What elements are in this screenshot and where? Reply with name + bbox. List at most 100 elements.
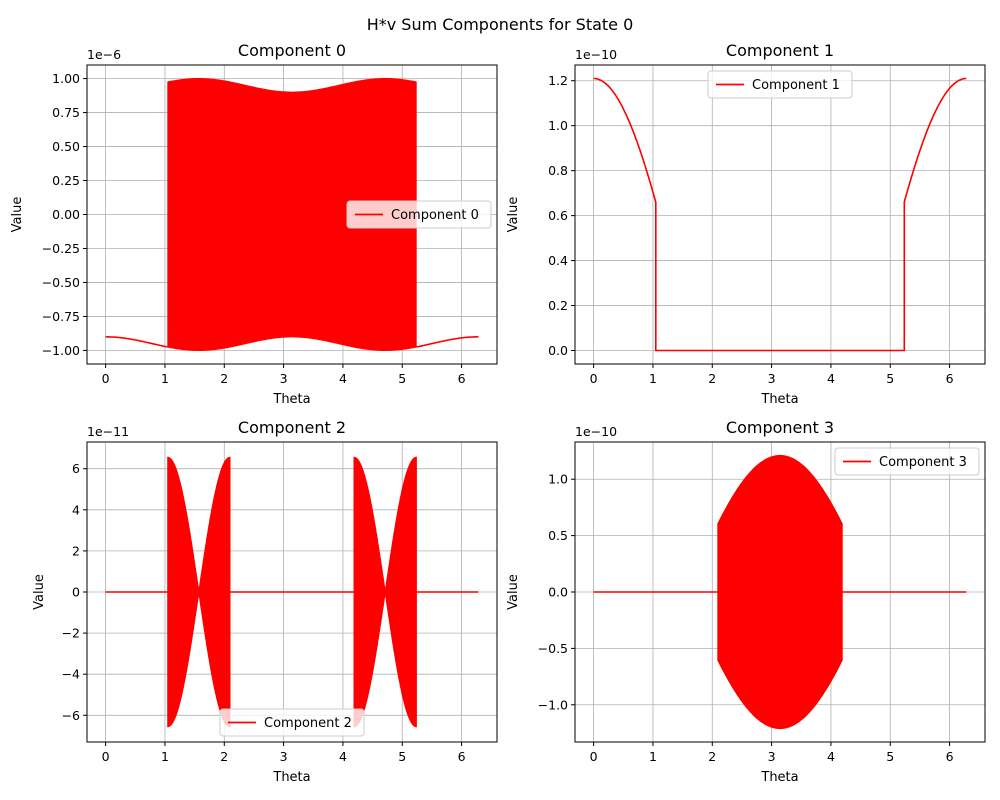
series-line xyxy=(593,77,967,352)
figure-suptitle: H*v Sum Components for State 0 xyxy=(367,15,634,34)
x-tick-label: 1 xyxy=(161,371,169,386)
x-tick-label: 5 xyxy=(398,749,406,764)
grid xyxy=(575,65,985,364)
x-tick-label: 4 xyxy=(827,371,835,386)
subplot-0: 0 1 2 3 4 5 6 −1.00 −0.75 −0.50 −0.25 0.00 0.25 0.50 0… xyxy=(10,41,498,407)
series-line-left xyxy=(105,336,168,348)
x-axis-label: Theta xyxy=(272,770,310,785)
subplot-title: Component 0 xyxy=(238,41,346,60)
y-axis-label: Value xyxy=(506,574,521,610)
x-axis-label: Theta xyxy=(760,392,798,407)
x-tick-label: 5 xyxy=(886,371,894,386)
ticks: 0 1 2 3 4 5 6 −1.0 −0.5 0.0 0.5 1.0 xyxy=(538,472,954,764)
ticks: 0 1 2 3 4 5 6 −1.00 −0.75 −0.50 −0.25 0.00 0.25 0.50 0… xyxy=(42,71,466,386)
y-tick-label: −0.50 xyxy=(42,275,80,290)
x-tick-label: 1 xyxy=(649,371,657,386)
y-tick-label: 1.0 xyxy=(548,118,568,133)
x-tick-label: 0 xyxy=(590,749,598,764)
y-tick-label: −6 xyxy=(62,708,80,723)
x-tick-label: 3 xyxy=(768,371,776,386)
x-tick-label: 3 xyxy=(280,749,288,764)
y-tick-label: −2 xyxy=(62,626,80,641)
x-tick-label: 6 xyxy=(458,749,466,764)
series-oscillation-band-0 xyxy=(717,454,843,730)
x-tick-label: 4 xyxy=(827,749,835,764)
x-tick-label: 0 xyxy=(102,749,110,764)
x-axis-label: Theta xyxy=(760,770,798,785)
y-tick-label: 0.4 xyxy=(548,253,568,268)
subplot-1: 0 1 2 3 4 5 6 0.0 0.2 0.4 0.6 0.8 1.0 1.2 1e−10 Compone… xyxy=(506,41,986,407)
legend-box xyxy=(346,200,492,229)
x-tick-label: 4 xyxy=(339,749,347,764)
x-tick-label: 6 xyxy=(946,749,954,764)
legend-box xyxy=(834,447,980,476)
legend-label: Component 0 xyxy=(391,208,479,223)
y-tick-label: 0.0 xyxy=(548,343,568,358)
y-tick-label: 0.6 xyxy=(548,208,568,223)
y-tick-label: 0.2 xyxy=(548,298,568,313)
x-tick-label: 3 xyxy=(280,371,288,386)
legend: Component 0 xyxy=(346,200,492,229)
x-tick-label: 2 xyxy=(220,749,228,764)
series-line-right xyxy=(416,336,479,348)
y-tick-label: 0.5 xyxy=(548,528,568,543)
y-tick-label: 6 xyxy=(72,461,80,476)
x-tick-label: 0 xyxy=(590,371,598,386)
y-tick-label: 1.00 xyxy=(52,71,80,86)
y-tick-label: 0.25 xyxy=(52,173,80,188)
x-tick-label: 3 xyxy=(768,749,776,764)
legend: Component 3 xyxy=(834,447,980,476)
x-tick-label: 1 xyxy=(649,749,657,764)
plot-area xyxy=(105,456,479,728)
series-oscillation-band-1 xyxy=(353,456,417,728)
y-tick-label: −0.5 xyxy=(538,641,568,656)
plot-area xyxy=(105,78,479,351)
y-tick-label: 2 xyxy=(72,543,80,558)
x-tick-label: 5 xyxy=(398,371,406,386)
axes-frame xyxy=(574,64,986,365)
legend-label: Component 1 xyxy=(752,78,840,93)
y-tick-label: −0.75 xyxy=(42,309,80,324)
y-tick-label: −1.0 xyxy=(538,697,568,712)
subplot-title: Component 3 xyxy=(726,418,834,437)
legend-box xyxy=(707,70,853,99)
offset-text: 1e−10 xyxy=(575,424,617,439)
y-axis-label: Value xyxy=(506,197,521,233)
x-tick-label: 1 xyxy=(161,749,169,764)
subplot-3: 0 1 2 3 4 5 6 −1.0 −0.5 0.0 0.5 1.0 1e−10 Component 3… xyxy=(506,418,986,785)
y-tick-label: −4 xyxy=(62,667,80,682)
x-tick-label: 2 xyxy=(708,749,716,764)
x-tick-label: 5 xyxy=(886,749,894,764)
x-tick-label: 0 xyxy=(102,371,110,386)
ticks: 0 1 2 3 4 5 6 −6 −4 −2 0 2 4 6 xyxy=(62,461,466,764)
y-tick-label: −0.25 xyxy=(42,241,80,256)
y-tick-label: −1.00 xyxy=(42,343,80,358)
y-tick-label: 1.0 xyxy=(548,472,568,487)
offset-text: 1e−11 xyxy=(87,424,129,439)
plot-area xyxy=(593,77,967,352)
subplots: 0 1 2 3 4 5 6−1.00−0.75−0.50−0.250.000.250.500… xyxy=(10,41,986,785)
y-tick-label: 0.50 xyxy=(52,139,80,154)
x-tick-label: 6 xyxy=(458,371,466,386)
legend: Component 2 xyxy=(219,708,365,737)
y-tick-label: 0.00 xyxy=(52,207,80,222)
y-axis-label: Value xyxy=(10,197,25,233)
subplot-title: Component 2 xyxy=(238,418,346,437)
y-tick-label: 4 xyxy=(72,502,80,517)
y-axis-label: Value xyxy=(32,574,47,610)
y-tick-label: 0 xyxy=(72,585,80,600)
plot-area xyxy=(593,454,967,730)
series-oscillation-band-0 xyxy=(167,456,231,728)
ticks: 0 1 2 3 4 5 6 0.0 0.2 0.4 0.6 0.8 1.0 1.2 xyxy=(548,73,953,386)
legend-label: Component 3 xyxy=(879,455,967,470)
y-tick-label: 1.2 xyxy=(548,73,568,88)
offset-text: 1e−6 xyxy=(87,47,121,62)
x-tick-label: 4 xyxy=(339,371,347,386)
series-oscillation-band xyxy=(167,78,417,351)
legend-box xyxy=(219,708,365,737)
y-tick-label: 0.0 xyxy=(548,585,568,600)
x-tick-label: 6 xyxy=(946,371,954,386)
x-tick-label: 2 xyxy=(708,371,716,386)
y-tick-label: 0.8 xyxy=(548,163,568,178)
